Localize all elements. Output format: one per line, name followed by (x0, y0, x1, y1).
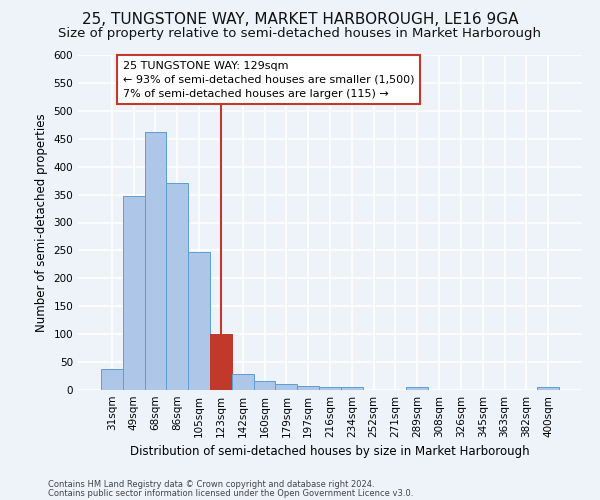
Bar (319, 387, 341, 390)
Bar (166, 184, 188, 390)
X-axis label: Distribution of semi-detached houses by size in Market Harborough: Distribution of semi-detached houses by … (130, 446, 530, 458)
Text: 25, TUNGSTONE WAY, MARKET HARBOROUGH, LE16 9GA: 25, TUNGSTONE WAY, MARKET HARBOROUGH, LE… (82, 12, 518, 28)
Text: Contains HM Land Registry data © Crown copyright and database right 2024.: Contains HM Land Registry data © Crown c… (48, 480, 374, 489)
Bar (275, 384, 297, 390)
Bar (537, 387, 559, 390)
Text: Size of property relative to semi-detached houses in Market Harborough: Size of property relative to semi-detach… (59, 28, 542, 40)
Bar (188, 252, 210, 390)
Bar (145, 132, 166, 390)
Text: 25 TUNGSTONE WAY: 129sqm
← 93% of semi-detached houses are smaller (1,500)
7% of: 25 TUNGSTONE WAY: 129sqm ← 93% of semi-d… (123, 60, 414, 98)
Bar (341, 387, 363, 390)
Bar (232, 374, 254, 390)
Y-axis label: Number of semi-detached properties: Number of semi-detached properties (35, 113, 48, 332)
Bar (406, 387, 428, 390)
Bar (210, 334, 232, 390)
Text: Contains public sector information licensed under the Open Government Licence v3: Contains public sector information licen… (48, 489, 413, 498)
Bar (101, 369, 123, 390)
Bar (297, 386, 319, 390)
Bar (254, 381, 275, 390)
Bar (123, 196, 145, 390)
